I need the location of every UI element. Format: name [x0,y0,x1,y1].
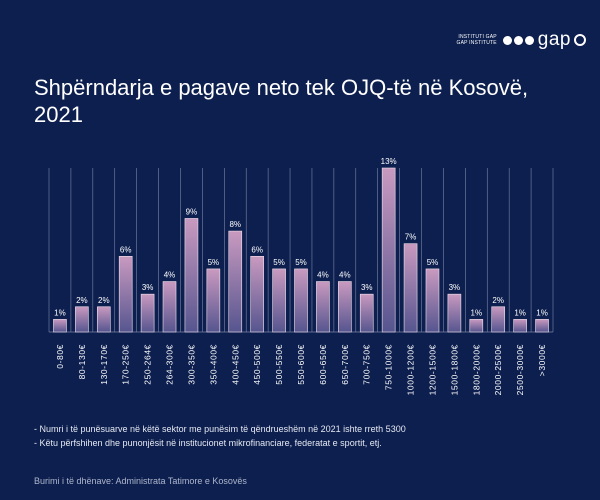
data-source: Burimi i të dhënave: Administrata Tatimo… [34,476,247,486]
x-tick-label-20: 2000-2500€ [493,344,503,395]
bar-13 [338,281,352,333]
bar-2 [96,306,111,333]
bar-4 [140,293,155,333]
logo-dot-icon [524,35,534,45]
bar-11 [294,268,308,333]
value-label-5: 4% [164,271,176,280]
value-label-6: 9% [186,207,198,216]
value-label-12: 4% [317,271,329,280]
value-label-22: 1% [536,308,548,317]
chart-gridlines [48,168,554,333]
x-tick-label-3: 170-250€ [121,344,131,385]
gap-logo: INSTITUTI GAP GAP INSTITUTE gap [457,29,586,50]
value-label-14: 3% [361,283,373,292]
value-label-16: 7% [405,233,417,242]
x-tick-label-17: 1200-1500€ [427,344,437,395]
bar-22 [535,319,549,333]
x-tick-label-7: 350-400€ [208,344,218,385]
bar-7 [206,268,221,333]
x-tick-label-1: 80-130€ [77,344,87,379]
x-tick-label-4: 250-264€ [143,344,153,385]
value-label-11: 5% [295,258,307,267]
footnote-employment: - Numri i të punësuarve në këtë sektor m… [34,424,406,434]
bar-21 [513,319,527,333]
value-label-8: 8% [229,220,241,229]
value-label-0: 1% [54,308,66,317]
x-tick-label-9: 450-500€ [252,344,262,385]
logo-wordmark: gap [537,29,571,50]
chart-value-labels: 1% 2% 2% 6% 3% 4% 9% 5% 8% 6% 5% 5% 4% 4% 3% 13% 7% 5% 3% 1… [54,157,548,317]
bar-20 [491,306,506,333]
x-tick-label-0: 0-80€ [55,344,65,369]
footnote-included: - Këtu përfshihen dhe punonjësit në inst… [34,438,382,448]
value-label-7: 5% [208,258,220,267]
bar-15 [381,167,396,333]
value-label-2: 2% [98,296,110,305]
bar-16 [403,243,418,333]
chart-x-tick-labels: 0-80€ 80-130€ 130-170€ 170-250€ 250-264€ 264-… [55,344,547,395]
x-tick-label-2: 130-170€ [99,344,109,385]
x-tick-label-8: 400-450€ [230,344,240,385]
logo-dot-icon [502,35,512,45]
bar-12 [316,281,330,333]
x-tick-label-19: 1800-2000€ [471,344,481,395]
logo-line-2: GAP INSTITUTE [456,40,497,46]
bar-5 [162,281,177,333]
value-label-17: 5% [427,258,439,267]
x-tick-label-5: 264-300€ [165,344,175,385]
x-tick-label-13: 650-700€ [340,344,350,385]
bar-8 [228,230,243,333]
bar-1 [75,306,89,333]
logo-ring-icon [574,34,586,46]
x-tick-label-15: 750-1000€ [384,344,394,390]
value-label-3: 6% [120,245,132,254]
value-label-13: 4% [339,271,351,280]
x-tick-label-22: >3000€ [537,344,547,376]
value-label-10: 5% [273,258,285,267]
x-tick-label-21: 2500-3000€ [515,344,525,395]
chart-bars [53,167,549,333]
logo-mark: gap [502,29,586,50]
value-label-20: 2% [492,296,504,305]
bar-14 [359,293,374,333]
bar-0 [53,319,67,333]
chart-title: Shpërndarja e pagave neto tek OJQ-të në … [34,75,529,127]
bar-6 [184,218,199,333]
x-tick-label-14: 700-750€ [362,344,372,385]
value-label-4: 3% [142,283,154,292]
value-label-18: 3% [449,283,461,292]
value-label-1: 2% [76,296,88,305]
x-tick-label-12: 600-650€ [318,344,328,385]
value-label-19: 1% [471,308,483,317]
logo-institute-name: INSTITUTI GAP GAP INSTITUTE [457,34,497,46]
x-tick-label-6: 300-350€ [186,344,196,385]
x-tick-label-10: 500-550€ [274,344,284,385]
x-tick-label-18: 1500-1800€ [449,344,459,395]
logo-line-1: INSTITUTI GAP [458,34,497,40]
bar-18 [447,293,462,333]
bar-3 [118,256,133,333]
value-label-15: 13% [381,157,397,166]
value-label-9: 6% [251,245,263,254]
bar-17 [425,268,440,333]
value-label-21: 1% [514,308,526,317]
logo-dot-icon [513,35,523,45]
x-tick-label-16: 1000-1200€ [406,344,416,395]
bar-10 [272,268,286,333]
x-tick-label-11: 550-600€ [296,344,306,385]
bar-9 [250,256,264,333]
bar-19 [469,319,484,333]
